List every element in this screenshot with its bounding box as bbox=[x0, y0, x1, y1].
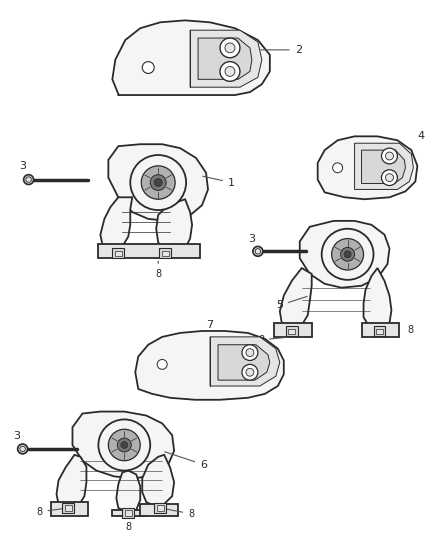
Polygon shape bbox=[361, 150, 406, 183]
Polygon shape bbox=[115, 251, 122, 256]
Text: 6: 6 bbox=[165, 452, 207, 470]
Polygon shape bbox=[63, 503, 74, 513]
Circle shape bbox=[154, 179, 162, 187]
Polygon shape bbox=[286, 326, 298, 336]
Polygon shape bbox=[374, 326, 385, 336]
Circle shape bbox=[220, 62, 240, 82]
Circle shape bbox=[225, 43, 235, 53]
Circle shape bbox=[121, 441, 128, 448]
Text: 3: 3 bbox=[13, 431, 20, 441]
Text: 8: 8 bbox=[155, 261, 161, 279]
Polygon shape bbox=[125, 511, 132, 516]
Circle shape bbox=[255, 249, 261, 254]
Polygon shape bbox=[280, 268, 312, 327]
Text: 1: 1 bbox=[203, 176, 235, 188]
Circle shape bbox=[20, 446, 25, 451]
Circle shape bbox=[341, 247, 355, 261]
Polygon shape bbox=[99, 245, 200, 258]
Circle shape bbox=[18, 444, 28, 454]
Circle shape bbox=[242, 365, 258, 380]
Circle shape bbox=[157, 359, 167, 369]
Polygon shape bbox=[72, 411, 174, 479]
Circle shape bbox=[141, 166, 175, 199]
Circle shape bbox=[332, 163, 343, 173]
Polygon shape bbox=[57, 455, 86, 508]
Polygon shape bbox=[140, 504, 178, 516]
Circle shape bbox=[253, 246, 263, 256]
Circle shape bbox=[142, 62, 154, 74]
Text: 4: 4 bbox=[417, 131, 424, 141]
Text: 3: 3 bbox=[248, 233, 255, 244]
Polygon shape bbox=[274, 323, 312, 337]
Text: 2: 2 bbox=[261, 45, 302, 55]
Circle shape bbox=[150, 175, 166, 190]
Circle shape bbox=[225, 67, 235, 76]
Polygon shape bbox=[355, 143, 413, 189]
Polygon shape bbox=[162, 251, 169, 256]
Text: 3: 3 bbox=[19, 161, 26, 171]
Polygon shape bbox=[50, 502, 88, 516]
Circle shape bbox=[220, 38, 240, 58]
Polygon shape bbox=[218, 345, 270, 380]
Polygon shape bbox=[112, 510, 146, 516]
Text: 5: 5 bbox=[276, 296, 307, 310]
Polygon shape bbox=[159, 248, 171, 258]
Text: 8: 8 bbox=[407, 325, 413, 335]
Polygon shape bbox=[288, 328, 295, 334]
Text: 8: 8 bbox=[36, 507, 66, 517]
Circle shape bbox=[117, 438, 131, 452]
Polygon shape bbox=[210, 337, 280, 386]
Circle shape bbox=[332, 239, 364, 270]
Circle shape bbox=[24, 175, 34, 184]
Polygon shape bbox=[112, 248, 124, 258]
Polygon shape bbox=[361, 323, 399, 337]
Circle shape bbox=[99, 419, 150, 471]
Polygon shape bbox=[190, 30, 262, 87]
Circle shape bbox=[381, 170, 397, 185]
Polygon shape bbox=[122, 508, 134, 518]
Circle shape bbox=[246, 349, 254, 357]
Circle shape bbox=[26, 177, 32, 182]
Circle shape bbox=[385, 152, 393, 160]
Circle shape bbox=[130, 155, 186, 210]
Polygon shape bbox=[198, 38, 252, 79]
Circle shape bbox=[385, 174, 393, 182]
Text: 8: 8 bbox=[258, 335, 289, 345]
Circle shape bbox=[246, 368, 254, 376]
Polygon shape bbox=[100, 197, 132, 248]
Polygon shape bbox=[142, 455, 174, 506]
Polygon shape bbox=[108, 144, 208, 221]
Circle shape bbox=[321, 229, 374, 280]
Polygon shape bbox=[300, 221, 389, 288]
Text: 8: 8 bbox=[163, 508, 194, 519]
Text: 7: 7 bbox=[206, 320, 214, 330]
Circle shape bbox=[242, 345, 258, 360]
Polygon shape bbox=[135, 331, 284, 400]
Text: 8: 8 bbox=[125, 515, 131, 531]
Polygon shape bbox=[112, 20, 270, 95]
Polygon shape bbox=[117, 471, 140, 512]
Polygon shape bbox=[154, 503, 166, 513]
Polygon shape bbox=[156, 199, 192, 252]
Polygon shape bbox=[65, 505, 72, 511]
Polygon shape bbox=[157, 505, 163, 511]
Polygon shape bbox=[318, 136, 417, 199]
Polygon shape bbox=[376, 328, 383, 334]
Circle shape bbox=[381, 148, 397, 164]
Circle shape bbox=[344, 251, 351, 258]
Circle shape bbox=[108, 429, 140, 461]
Polygon shape bbox=[364, 268, 392, 329]
